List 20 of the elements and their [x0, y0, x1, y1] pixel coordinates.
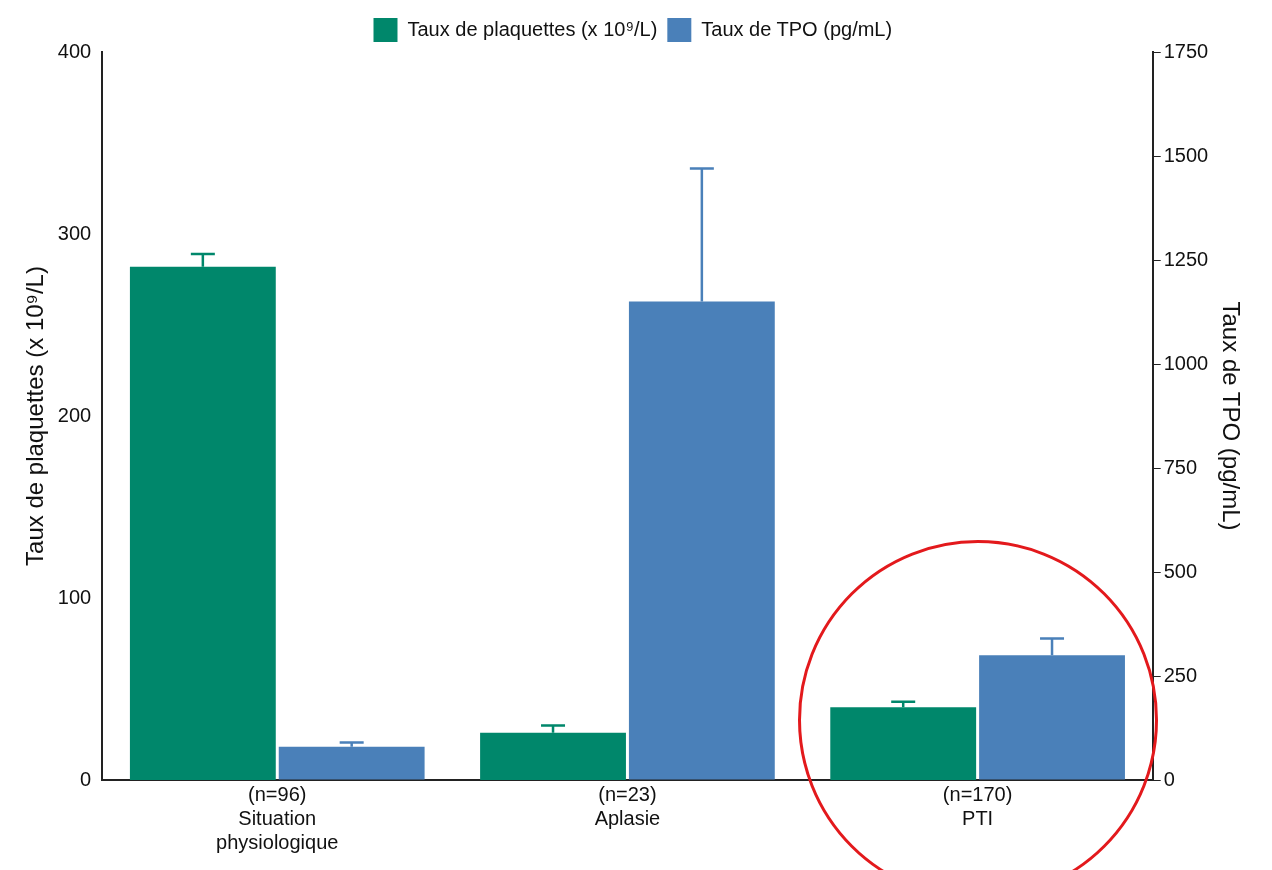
y2-tick-label: 1750	[1163, 39, 1209, 62]
x-tick-label: (n=96) Situation physiologique	[216, 782, 339, 853]
y2-tick-label: 500	[1163, 559, 1198, 582]
y2-tick-label: 0	[1163, 767, 1175, 790]
y-tick-label: 300	[57, 221, 92, 244]
y-tick-label: 0	[80, 767, 92, 790]
legend-label: Taux de plaquettes (x 10⁹/L)	[407, 17, 658, 40]
y-axis-title: Taux de plaquettes (x 10⁹/L)	[21, 266, 49, 566]
y-tick-label: 200	[57, 403, 92, 426]
x-tick-label: (n=23) Aplasie	[594, 782, 661, 829]
y2-tick-label: 1500	[1163, 143, 1209, 166]
y2-tick-label: 750	[1163, 455, 1198, 478]
y2-tick-label: 1250	[1163, 247, 1209, 270]
legend-label: Taux de TPO (pg/mL)	[701, 17, 893, 40]
y-tick-label: 400	[57, 39, 92, 62]
y2-axis-title: Taux de TPO (pg/mL)	[1217, 301, 1245, 531]
y2-tick-label: 1000	[1163, 351, 1209, 374]
y-tick-label: 100	[57, 585, 92, 608]
y2-tick-label: 250	[1163, 663, 1198, 686]
x-tick-label: (n=170) PTI	[942, 782, 1013, 829]
